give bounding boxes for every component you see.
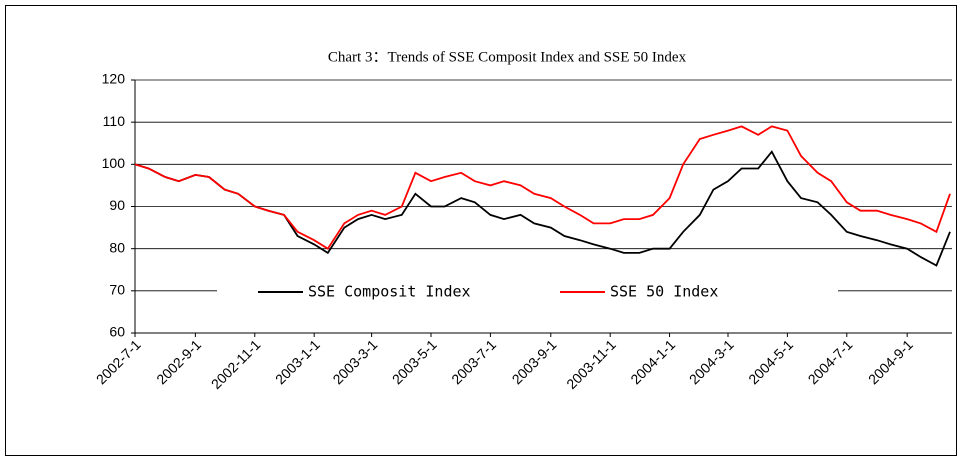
legend-label: SSE 50 Index: [610, 283, 718, 301]
y-tick-label: 110: [103, 113, 126, 129]
legend-label: SSE Composit Index: [308, 283, 471, 301]
series-line: [134, 125, 951, 250]
y-tick-label: 80: [109, 239, 125, 255]
y-tick-label: 70: [109, 282, 125, 298]
y-tick-label: 60: [109, 324, 125, 340]
y-tick-label: 120: [102, 71, 126, 87]
chart-title: Chart 3：Trends of SSE Composit Index and…: [328, 49, 687, 65]
legend-box: [217, 280, 838, 304]
chart-border: [5, 5, 957, 456]
y-tick-label: 90: [109, 197, 125, 213]
y-tick-label: 100: [102, 155, 126, 171]
